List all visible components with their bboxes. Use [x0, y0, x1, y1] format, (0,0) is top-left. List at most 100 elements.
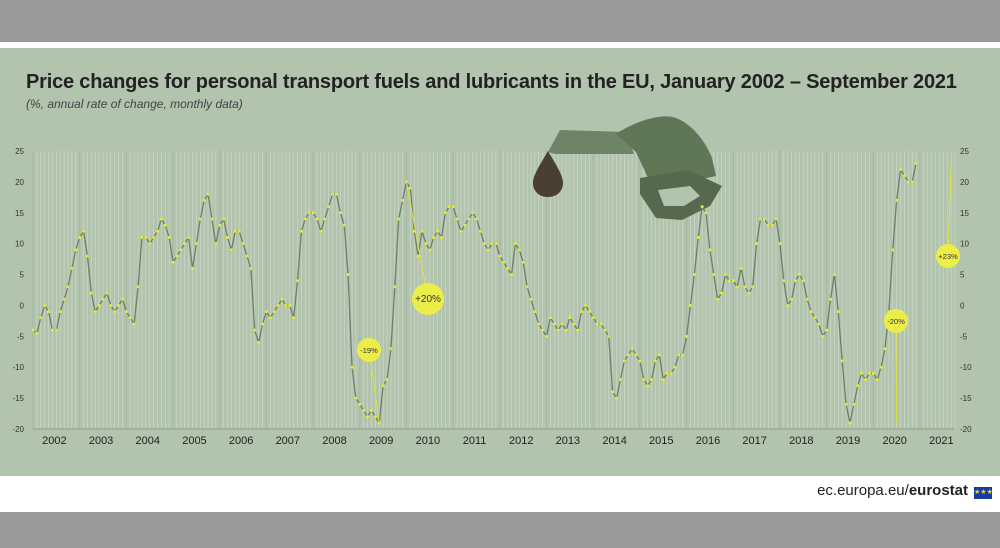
data-point	[334, 192, 338, 196]
x-tick-label: 2003	[89, 435, 113, 447]
data-point	[541, 328, 545, 332]
data-point	[261, 322, 265, 326]
data-point	[249, 266, 253, 270]
data-point	[478, 229, 482, 233]
data-point	[401, 198, 405, 202]
data-point	[369, 408, 373, 412]
data-point	[31, 328, 35, 332]
y-tick-label: -10	[960, 363, 972, 372]
annotation-label: -20%	[887, 317, 905, 326]
source-url[interactable]: ec.europa.eu/	[817, 482, 909, 499]
data-point	[163, 223, 167, 227]
data-point	[62, 297, 66, 301]
data-point	[89, 291, 93, 295]
data-point	[82, 229, 86, 233]
data-point	[848, 421, 852, 425]
data-point	[299, 229, 303, 233]
data-point	[564, 328, 568, 332]
data-point	[268, 316, 272, 320]
data-point	[54, 328, 58, 332]
data-point	[786, 303, 790, 307]
data-point	[661, 378, 665, 382]
data-point	[782, 279, 786, 283]
annotation-label: +20%	[415, 294, 441, 305]
data-point	[362, 408, 366, 412]
data-point	[716, 297, 720, 301]
data-point	[669, 371, 673, 375]
data-point	[875, 378, 879, 382]
data-point	[494, 242, 498, 246]
source-brand[interactable]: eurostat	[908, 482, 968, 499]
data-point	[272, 310, 276, 314]
data-point	[70, 266, 74, 270]
data-point	[296, 279, 300, 283]
data-point	[366, 415, 370, 419]
y-tick-label: 5	[960, 271, 965, 280]
data-point	[867, 371, 871, 375]
x-tick-label: 2008	[322, 435, 346, 447]
data-point	[747, 291, 751, 295]
data-point	[113, 310, 117, 314]
data-point	[860, 371, 864, 375]
data-point	[237, 229, 241, 233]
oil-drop-icon	[533, 151, 563, 197]
data-point	[902, 174, 906, 178]
y-tick-label: 10	[960, 240, 969, 249]
data-point	[856, 384, 860, 388]
data-point	[840, 359, 844, 363]
data-point	[720, 291, 724, 295]
y-axis-right: 25 20 15 10 5 0 -5 -10 -15 -20	[960, 147, 972, 434]
data-point	[432, 235, 436, 239]
data-point	[109, 303, 113, 307]
annotation-label: +23%	[938, 252, 958, 261]
y-tick-label: -10	[12, 363, 24, 372]
data-point	[35, 331, 39, 335]
data-point	[895, 198, 899, 202]
data-point	[883, 347, 887, 351]
y-tick-label: 0	[20, 301, 25, 310]
data-point	[420, 229, 424, 233]
fuel-nozzle-icon	[533, 116, 722, 220]
data-point	[140, 235, 144, 239]
source-credit[interactable]: ec.europa.eu/eurostat	[817, 482, 968, 499]
data-point	[805, 297, 809, 301]
data-point	[622, 359, 626, 363]
data-point	[346, 273, 350, 277]
data-point	[735, 285, 739, 289]
y-tick-label: -20	[960, 425, 972, 434]
chart-annotations: -19% +20% -20% +23%	[357, 163, 960, 423]
data-point	[906, 180, 910, 184]
data-point	[350, 365, 354, 369]
data-point	[580, 310, 584, 314]
data-point	[591, 316, 595, 320]
x-tick-label: 2017	[742, 435, 766, 447]
data-point	[731, 279, 735, 283]
data-point	[677, 353, 681, 357]
chart-subtitle: (%, annual rate of change, monthly data)	[26, 97, 243, 111]
data-point	[253, 328, 257, 332]
data-point	[599, 322, 603, 326]
data-point	[389, 347, 393, 351]
data-point	[762, 217, 766, 221]
data-point	[899, 168, 903, 172]
data-point	[910, 180, 914, 184]
data-point	[436, 229, 440, 233]
y-tick-label: -15	[12, 394, 24, 403]
data-point	[793, 279, 797, 283]
data-point	[381, 384, 385, 388]
eu-flag-icon: ★★★	[974, 487, 993, 499]
data-point	[373, 415, 377, 419]
data-point	[813, 316, 817, 320]
annotation-leader	[368, 349, 380, 423]
data-point	[595, 322, 599, 326]
y-tick-label: 20	[960, 178, 969, 187]
data-point	[653, 359, 657, 363]
x-tick-label: 2007	[276, 435, 300, 447]
annotation-bubble	[357, 338, 381, 362]
x-tick-label: 2015	[649, 435, 673, 447]
data-point	[630, 347, 634, 351]
data-point	[471, 211, 475, 215]
data-point	[136, 285, 140, 289]
x-tick-label: 2012	[509, 435, 533, 447]
